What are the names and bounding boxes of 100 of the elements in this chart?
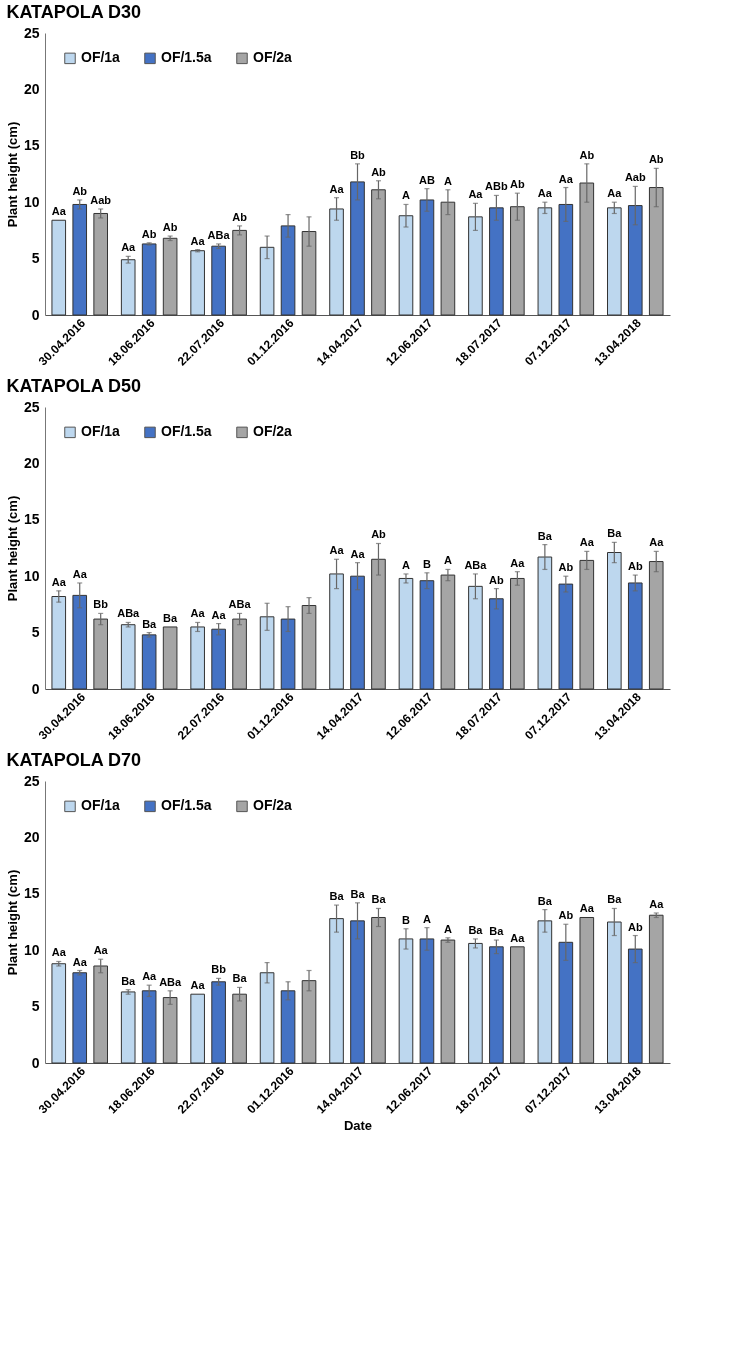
data-label: B <box>422 557 431 570</box>
legend-label: OF/1a <box>81 797 121 814</box>
bar <box>190 250 205 316</box>
data-label: Ba <box>537 894 553 907</box>
bar <box>510 206 525 316</box>
data-label: Ba <box>607 893 623 906</box>
bar <box>398 938 414 1064</box>
bar <box>280 990 296 1064</box>
bar <box>51 596 67 690</box>
bar <box>120 624 136 690</box>
data-label: Ab <box>72 184 88 197</box>
bar <box>558 583 574 690</box>
bar <box>468 942 483 1064</box>
x-axis-title: Date <box>343 1117 373 1133</box>
y-tick-label: 25 <box>23 24 40 41</box>
bar <box>579 182 595 316</box>
legend-label: OF/1a <box>81 423 121 440</box>
bar <box>627 582 643 690</box>
legend-label: OF/2a <box>253 49 293 66</box>
bar <box>607 921 622 1064</box>
y-tick-label: 20 <box>23 828 40 845</box>
bar <box>120 259 136 316</box>
data-label: Ba <box>142 617 158 630</box>
chart-title: KATAPOLA D70 <box>6 750 142 770</box>
data-label: B <box>402 913 410 926</box>
legend-label: OF/1.5a <box>161 797 212 814</box>
bar <box>419 580 435 690</box>
y-tick-label: 0 <box>31 1054 40 1071</box>
data-label: Ba <box>537 529 553 542</box>
bar <box>558 203 574 316</box>
data-label: Ba <box>350 887 366 900</box>
bar <box>371 916 386 1064</box>
bar <box>259 616 275 690</box>
data-label: Aa <box>649 536 665 549</box>
bar <box>398 577 414 690</box>
data-label: Aa <box>537 187 553 200</box>
bar <box>259 246 275 316</box>
data-label: Ab <box>627 560 643 573</box>
bar <box>648 914 664 1064</box>
bar <box>329 918 344 1064</box>
bar <box>489 946 504 1064</box>
bar <box>558 941 574 1064</box>
bar <box>190 626 205 690</box>
data-label: Bb <box>93 598 109 611</box>
bar <box>232 229 247 316</box>
data-label: Aa <box>468 188 484 201</box>
bar <box>510 946 525 1064</box>
data-label: Ab <box>162 221 178 234</box>
data-label: A <box>443 174 452 187</box>
bar <box>440 201 456 316</box>
data-label: Aa <box>211 608 227 621</box>
legend-label: OF/1a <box>81 49 121 66</box>
data-label: Ab <box>579 148 595 161</box>
data-label: Aa <box>649 897 665 910</box>
data-label: Ab <box>141 227 157 240</box>
data-label: Aa <box>190 234 206 247</box>
bar <box>537 920 553 1064</box>
bar <box>350 575 365 690</box>
data-label: Bb <box>211 963 227 976</box>
y-axis-title: Plant height (cm) <box>4 121 20 228</box>
bar <box>489 207 504 316</box>
bar <box>371 558 386 690</box>
data-label: A <box>402 189 410 202</box>
y-axis-title: Plant height (cm) <box>4 869 20 976</box>
bar <box>350 920 365 1064</box>
y-tick-label: 15 <box>23 137 40 154</box>
bar <box>51 963 67 1064</box>
data-label: Ba <box>163 611 179 624</box>
bar <box>93 212 108 316</box>
data-label: Aa <box>190 607 206 620</box>
bar <box>468 585 483 690</box>
bar <box>350 181 365 316</box>
bar <box>93 618 108 690</box>
bar <box>398 215 414 316</box>
data-label: Aa <box>329 544 345 557</box>
y-tick-label: 10 <box>23 567 40 584</box>
data-label: Aa <box>51 205 67 218</box>
bar <box>211 245 226 316</box>
bar <box>468 216 483 316</box>
data-label: ABa <box>228 598 252 611</box>
data-label: Aa <box>350 547 366 560</box>
legend-label: OF/2a <box>253 797 293 814</box>
legend-label: OF/1.5a <box>161 423 212 440</box>
y-tick-label: 10 <box>23 193 40 210</box>
bar <box>579 916 595 1064</box>
y-tick-label: 5 <box>31 250 40 267</box>
bar <box>301 231 317 316</box>
data-label: Aa <box>510 556 526 569</box>
bar <box>510 577 525 690</box>
data-label: Aa <box>72 955 88 968</box>
data-label: A <box>402 558 410 571</box>
bar <box>190 993 205 1064</box>
bar <box>280 618 296 690</box>
data-label: Aa <box>510 931 526 944</box>
data-label: Ba <box>121 974 137 987</box>
data-label: Ab <box>232 210 248 223</box>
data-label: ABa <box>207 228 231 241</box>
data-label: Aa <box>329 182 345 195</box>
y-tick-label: 10 <box>23 941 40 958</box>
bar <box>607 552 622 690</box>
